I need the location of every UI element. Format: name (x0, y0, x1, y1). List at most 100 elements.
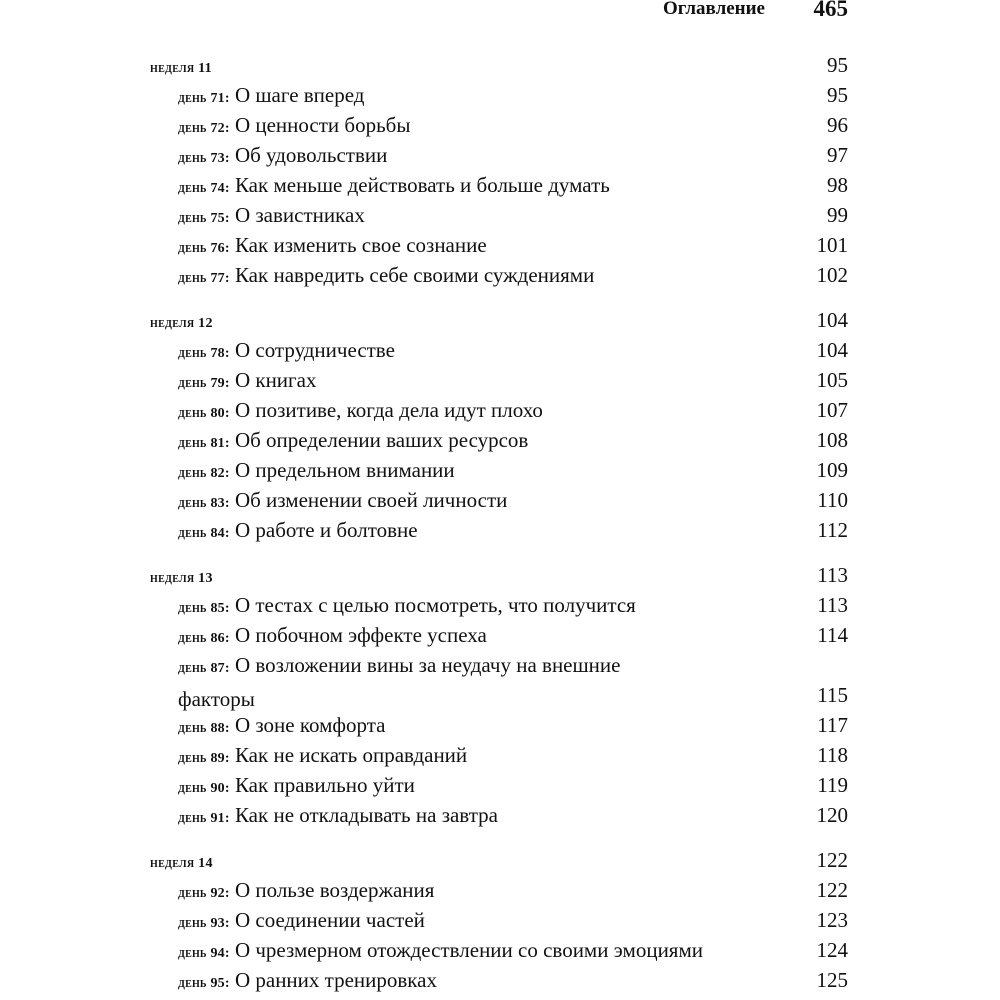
day-label: день 71: (178, 91, 230, 106)
entry-page-number: 119 (817, 773, 848, 797)
toc-entry[interactable]: день 72: О ценности борьбы 96 (150, 110, 848, 140)
week-label: неделя 11 (150, 61, 212, 76)
entry-title: О работе и болтовне (234, 518, 418, 542)
toc-entry[interactable]: день 83: Об изменении своей личности 110 (150, 485, 848, 515)
toc-entry[interactable]: день 71: О шаге вперед 95 (150, 80, 848, 110)
entry-title: О завистниках (234, 203, 365, 227)
entry-title: Как навредить себе своими суждениями (234, 263, 595, 287)
day-label: день 95: (178, 976, 230, 991)
entry-page-number: 108 (816, 428, 849, 452)
day-label: день 91: (178, 811, 230, 826)
toc-entry[interactable]: день 78: О сотрудничестве 104 (150, 335, 848, 365)
toc-entry[interactable]: день 81: Об определении ваших ресурсов 10… (150, 425, 848, 455)
entry-title: Как изменить свое сознание (234, 233, 487, 257)
entry-title: О возложении вины за неудачу на внешние (234, 653, 621, 677)
entry-title: О шаге вперед (234, 83, 365, 107)
entry-page-number: 115 (817, 683, 848, 707)
toc-entry[interactable]: день 79: О книгах 105 (150, 365, 848, 395)
day-label: день 84: (178, 526, 230, 541)
table-of-contents: неделя 11 95 день 71: О шаге вперед 95 день … (150, 50, 848, 995)
running-head-page-number: 465 (813, 0, 849, 21)
toc-entry[interactable]: день 73: Об удовольствии 97 (150, 140, 848, 170)
toc-entry[interactable]: день 91: Как не откладывать на завтра 120 (150, 800, 848, 830)
entry-page-number: 97 (827, 143, 848, 167)
week-page-number: 122 (816, 848, 849, 872)
toc-entry[interactable]: день 85: О тестах с целью посмотреть, чт… (150, 590, 848, 620)
day-label: день 81: (178, 436, 230, 451)
entry-page-number: 117 (817, 713, 848, 737)
week-page-number: 95 (827, 53, 848, 77)
toc-entry[interactable]: день 75: О завистниках 99 (150, 200, 848, 230)
week-page-number: 113 (817, 563, 848, 587)
toc-entry[interactable]: день 92: О пользе воздержания 122 (150, 875, 848, 905)
toc-week-heading[interactable]: неделя 13 113 (150, 560, 848, 590)
entry-title: О пользе воздержания (234, 878, 435, 902)
entry-title: О соединении частей (234, 908, 425, 932)
entry-title: О сотрудничестве (234, 338, 395, 362)
entry-title-continuation: факторы (178, 687, 255, 711)
day-label: день 87: (178, 661, 230, 676)
entry-page-number: 112 (817, 518, 848, 542)
entry-page-number: 124 (816, 938, 849, 962)
entry-title: Об удовольствии (234, 143, 388, 167)
entry-title: О ранних тренировках (234, 968, 438, 992)
toc-entry[interactable]: день 76: Как изменить свое сознание 101 (150, 230, 848, 260)
day-label: день 93: (178, 916, 230, 931)
day-label: день 75: (178, 211, 230, 226)
running-head: Оглавление 465 (0, 0, 848, 24)
toc-entry[interactable]: день 77: Как навредить себе своими сужде… (150, 260, 848, 290)
toc-week-section: неделя 12 104 день 78: О сотрудничестве 104… (150, 305, 848, 545)
entry-page-number: 118 (817, 743, 848, 767)
day-label: день 86: (178, 631, 230, 646)
day-label: день 79: (178, 376, 230, 391)
entry-page-number: 113 (817, 593, 848, 617)
day-label: день 83: (178, 496, 230, 511)
day-label: день 74: (178, 181, 230, 196)
toc-week-section: неделя 11 95 день 71: О шаге вперед 95 день … (150, 50, 848, 290)
entry-title: О тестах с целью посмотреть, что получит… (234, 593, 636, 617)
day-label: день 77: (178, 271, 230, 286)
entry-page-number: 99 (827, 203, 848, 227)
day-label: день 73: (178, 151, 230, 166)
toc-week-heading[interactable]: неделя 12 104 (150, 305, 848, 335)
toc-entry[interactable]: день 86: О побочном эффекте успеха 114 (150, 620, 848, 650)
entry-page-number: 110 (817, 488, 848, 512)
day-label: день 92: (178, 886, 230, 901)
entry-page-number: 114 (817, 623, 848, 647)
toc-entry[interactable]: день 95: О ранних тренировках 125 (150, 965, 848, 995)
day-label: день 85: (178, 601, 230, 616)
toc-entry[interactable]: день 74: Как меньше действовать и больше… (150, 170, 848, 200)
toc-entry[interactable]: день 84: О работе и болтовне 112 (150, 515, 848, 545)
entry-page-number: 123 (816, 908, 849, 932)
toc-entry[interactable]: день 94: О чрезмерном отождествлении со … (150, 935, 848, 965)
week-label: неделя 12 (150, 316, 213, 331)
entry-page-number: 120 (816, 803, 849, 827)
toc-entry[interactable]: день 89: Как не искать оправданий 118 (150, 740, 848, 770)
entry-title: Как не искать оправданий (234, 743, 468, 767)
entry-title: Как меньше действовать и больше думать (234, 173, 610, 197)
day-label: день 82: (178, 466, 230, 481)
entry-page-number: 107 (816, 398, 849, 422)
entry-page-number: 125 (816, 968, 849, 992)
entry-title: О позитиве, когда дела идут плохо (234, 398, 543, 422)
toc-entry[interactable]: день 90: Как правильно уйти 119 (150, 770, 848, 800)
day-label: день 76: (178, 241, 230, 256)
toc-entry[interactable]: день 87: О возложении вины за неудачу на… (150, 650, 848, 711)
entry-page-number: 98 (827, 173, 848, 197)
entry-page-number: 122 (816, 878, 849, 902)
toc-week-section: неделя 13 113 день 85: О тестах с целью по… (150, 560, 848, 830)
entry-page-number: 101 (816, 233, 849, 257)
entry-title: О книгах (234, 368, 317, 392)
running-head-title: Оглавление (662, 0, 765, 19)
toc-week-heading[interactable]: неделя 14 122 (150, 845, 848, 875)
toc-entry[interactable]: день 80: О позитиве, когда дела идут пло… (150, 395, 848, 425)
day-label: день 72: (178, 121, 230, 136)
entry-title: Об изменении своей личности (234, 488, 508, 512)
toc-entry[interactable]: день 88: О зоне комфорта 117 (150, 710, 848, 740)
week-page-number: 104 (816, 308, 849, 332)
week-label: неделя 14 (150, 856, 213, 871)
toc-entry[interactable]: день 82: О предельном внимании 109 (150, 455, 848, 485)
day-label: день 94: (178, 946, 230, 961)
toc-entry[interactable]: день 93: О соединении частей 123 (150, 905, 848, 935)
toc-week-heading[interactable]: неделя 11 95 (150, 50, 848, 80)
